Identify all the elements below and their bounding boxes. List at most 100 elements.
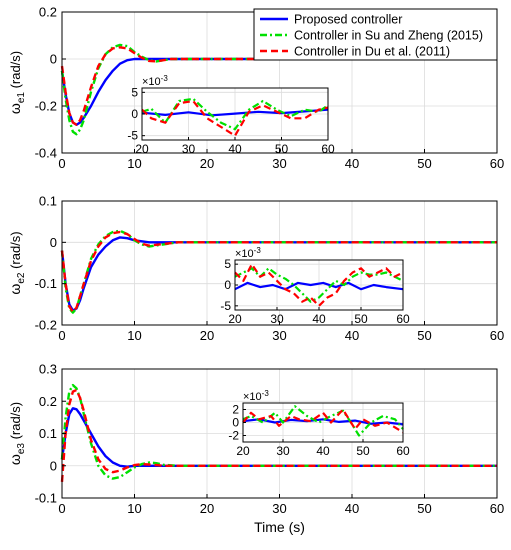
inset-series-line-1 — [242, 418, 404, 426]
x-tick-label: 20 — [200, 501, 214, 516]
inset-series-line-3 — [141, 99, 329, 137]
x-tick-label: 10 — [127, 156, 141, 171]
inset-series-line-1 — [141, 108, 329, 117]
inset-x-tick-label: 30 — [182, 142, 196, 156]
inset-exponent-power: -3 — [262, 389, 270, 398]
x-tick-label: 0 — [58, 328, 65, 343]
inset-1: 20 30 40 50 60 -5 0 5 ×10-3 — [127, 74, 335, 156]
y-axis-label: ωe3 (rad/s) — [7, 402, 27, 465]
inset-exponent-label: ×10-3 — [235, 246, 261, 260]
x-tick-label: 20 — [200, 328, 214, 343]
y-axis-label-subscript: e1 — [16, 92, 27, 104]
inset-y-tick-label: -5 — [220, 299, 231, 313]
inset-series-line-2 — [242, 405, 404, 437]
inset-y-tick-label: 0 — [224, 278, 231, 292]
inset-x-tick-label: 40 — [228, 142, 242, 156]
x-tick-label: 50 — [417, 328, 431, 343]
y-tick-label: 0 — [50, 52, 57, 67]
y-axis-label-unit: (rad/s) — [8, 231, 23, 272]
inset-exponent-label: ×10-3 — [243, 389, 269, 403]
y-axis-label: ωe1 (rad/s) — [7, 51, 27, 114]
inset-exponent-base: ×10 — [235, 248, 254, 260]
x-tick-label: 40 — [345, 156, 359, 171]
inset-series-line-1 — [234, 281, 404, 291]
inset-x-tick-label: 50 — [356, 444, 370, 458]
inset-x-tick-label: 30 — [276, 444, 290, 458]
y-tick-label: 0.2 — [39, 394, 57, 409]
inset-exponent-base: ×10 — [243, 391, 262, 403]
y-tick-label: 0.3 — [39, 362, 57, 377]
x-tick-label: 30 — [272, 328, 286, 343]
inset-x-tick-label: 30 — [270, 312, 284, 326]
x-tick-label: 50 — [417, 156, 431, 171]
inset-x-tick-label: 20 — [135, 142, 149, 156]
x-tick-label: 20 — [200, 156, 214, 171]
inset-y-tick-label: 2 — [232, 403, 239, 417]
series-line-2 — [60, 383, 497, 480]
y-tick-label: -0.1 — [35, 276, 57, 291]
x-tick-label: 30 — [272, 156, 286, 171]
y-axis-label: ωe2 (rad/s) — [7, 231, 27, 294]
inset-x-tick-label: 20 — [228, 312, 242, 326]
x-tick-label: 0 — [58, 501, 65, 516]
inset-x-tick-label: 40 — [316, 444, 330, 458]
inset-x-tick-label: 20 — [236, 444, 250, 458]
inset-series-line-3 — [234, 263, 404, 307]
inset-series-line-3 — [242, 408, 404, 434]
y-tick-label: -0.2 — [35, 318, 57, 333]
y-tick-label: -0.4 — [35, 146, 57, 161]
y-tick-label: 0.1 — [39, 194, 57, 209]
inset-x-tick-label: 50 — [354, 312, 368, 326]
y-axis-label-symbol: ω — [7, 454, 23, 465]
inset-y-tick-label: -2 — [228, 429, 239, 443]
inset-y-tick-label: 0 — [232, 416, 239, 430]
series-line-1 — [60, 57, 497, 127]
y-tick-label: -0.1 — [35, 491, 57, 506]
y-axis-label-symbol: ω — [7, 103, 23, 114]
x-tick-label: 40 — [345, 501, 359, 516]
inset-x-tick-label: 50 — [275, 142, 289, 156]
inset-y-tick-label: -5 — [127, 129, 138, 143]
inset-series-line-2 — [234, 267, 404, 303]
inset-3: 20 30 40 50 60 -202 ×10-3 — [228, 389, 410, 458]
x-tick-label: 50 — [417, 501, 431, 516]
y-tick-label: 0 — [50, 235, 57, 250]
inset-exponent-label: ×10-3 — [142, 74, 168, 88]
inset-exponent-base: ×10 — [142, 76, 161, 88]
legend-entry-1: Proposed controller — [294, 13, 402, 27]
y-axis-label-subscript: e2 — [16, 272, 27, 284]
inset-y-tick-label: 5 — [224, 257, 231, 271]
inset-exponent-power: -3 — [254, 246, 262, 255]
legend: Proposed controller Controller in Su and … — [253, 8, 498, 61]
legend-entry-2: Controller in Su and Zheng (2015) — [294, 29, 483, 43]
inset-x-tick-label: 60 — [396, 444, 410, 458]
y-axis-label-unit: (rad/s) — [8, 51, 23, 92]
series-line-3 — [60, 388, 497, 482]
x-tick-label: 10 — [127, 501, 141, 516]
y-axis-label-unit: (rad/s) — [8, 402, 23, 443]
inset-y-tick-label: 5 — [131, 85, 138, 99]
x-tick-label: 10 — [127, 328, 141, 343]
inset-x-tick-label: 60 — [321, 142, 335, 156]
inset-x-tick-label: 40 — [312, 312, 326, 326]
y-tick-label: 0.1 — [39, 426, 57, 441]
inset-2: 20 30 40 50 60 -5 0 5 ×10-3 — [220, 246, 410, 326]
x-tick-label: 60 — [490, 328, 504, 343]
series-line-3 — [60, 46, 497, 127]
x-tick-label: 40 — [345, 328, 359, 343]
legend-box — [253, 8, 498, 61]
y-tick-label: -0.2 — [35, 99, 57, 114]
inset-y-tick-label: 0 — [131, 107, 138, 121]
x-tick-label: 60 — [490, 156, 504, 171]
inset-series-line-2 — [141, 97, 329, 131]
y-axis-label-symbol: ω — [7, 284, 23, 295]
y-tick-label: 0.2 — [39, 5, 57, 20]
x-tick-label: 0 — [58, 156, 65, 171]
y-axis-label-subscript: e3 — [16, 443, 27, 455]
x-tick-label: 30 — [272, 501, 286, 516]
inset-exponent-power: -3 — [161, 74, 169, 83]
x-axis-label: Time (s) — [254, 519, 305, 535]
